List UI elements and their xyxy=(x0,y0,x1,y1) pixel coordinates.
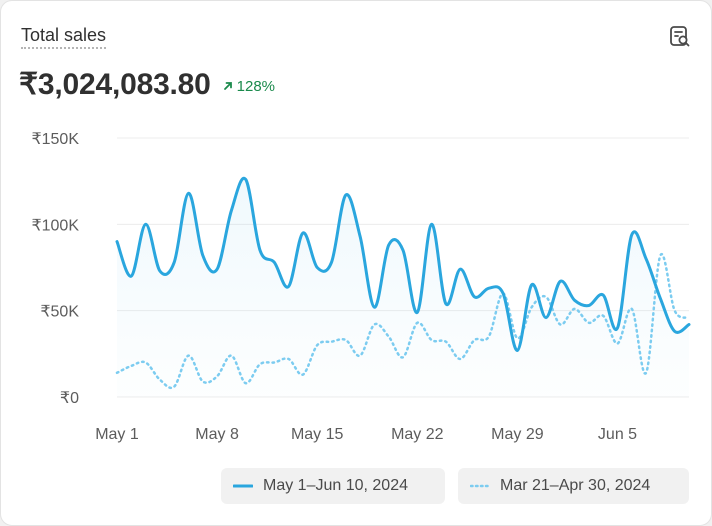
solid-line-icon xyxy=(233,484,253,488)
arrow-up-right-icon xyxy=(223,82,232,90)
current-series-area xyxy=(117,178,689,397)
current-series-line xyxy=(115,176,691,352)
y-tick-label: ₹100K xyxy=(31,217,79,234)
change-percent: 128% xyxy=(236,77,276,95)
legend-previous-label: Mar 21–Apr 30, 2024 xyxy=(500,477,651,494)
y-tick-label: ₹50K xyxy=(40,304,79,321)
sales-line-chart: ₹0 ₹50K ₹100K ₹150K May 1 May 8 May 15 May 22 M… xyxy=(31,131,691,443)
change-indicator: 128% xyxy=(223,78,275,95)
report-search-icon[interactable] xyxy=(667,24,693,50)
legend-current-label: May 1–Jun 10, 2024 xyxy=(263,477,408,494)
x-tick-label: Jun 5 xyxy=(598,426,637,443)
x-tick-label: May 8 xyxy=(195,426,239,443)
x-tick-label: May 29 xyxy=(491,426,544,443)
legend-current[interactable]: May 1–Jun 10, 2024 xyxy=(221,468,445,504)
x-tick-label: May 22 xyxy=(391,426,444,443)
total-sales-value: ₹3,024,083.80 xyxy=(19,68,211,101)
y-tick-label: ₹150K xyxy=(31,131,79,148)
legend-previous[interactable]: Mar 21–Apr 30, 2024 xyxy=(458,468,689,504)
x-tick-label: May 15 xyxy=(291,426,344,443)
metric-row: ₹3,024,083.80 128% xyxy=(19,67,275,103)
previous-series-line xyxy=(115,252,691,390)
dotted-line-icon xyxy=(470,484,490,488)
x-tick-label: May 1 xyxy=(95,426,139,443)
card-title[interactable]: Total sales xyxy=(21,25,107,49)
y-tick-label: ₹0 xyxy=(60,390,79,407)
